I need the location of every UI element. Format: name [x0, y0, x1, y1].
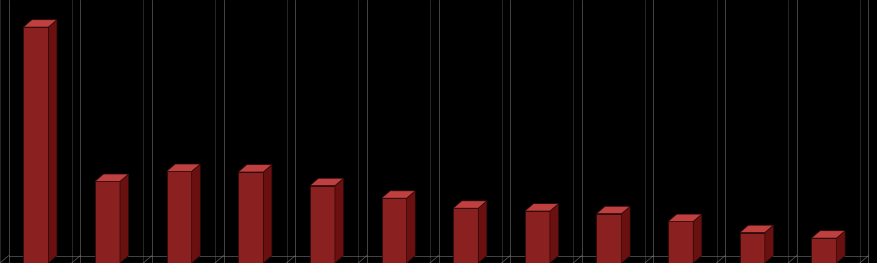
- Polygon shape: [48, 20, 57, 263]
- Polygon shape: [381, 191, 415, 198]
- Bar: [24, 27, 48, 263]
- Bar: [310, 186, 335, 263]
- Polygon shape: [765, 225, 774, 263]
- Bar: [453, 208, 478, 263]
- Polygon shape: [740, 225, 774, 232]
- Polygon shape: [24, 20, 57, 27]
- Polygon shape: [811, 231, 845, 238]
- Bar: [524, 211, 550, 263]
- Polygon shape: [837, 231, 845, 263]
- Polygon shape: [95, 174, 129, 181]
- Polygon shape: [167, 164, 200, 171]
- Polygon shape: [622, 206, 631, 263]
- Polygon shape: [478, 201, 487, 263]
- Polygon shape: [310, 178, 344, 186]
- Bar: [811, 238, 837, 263]
- Polygon shape: [596, 206, 631, 214]
- Polygon shape: [335, 178, 344, 263]
- Polygon shape: [239, 165, 272, 172]
- Polygon shape: [192, 164, 200, 263]
- Polygon shape: [407, 191, 415, 263]
- Bar: [596, 214, 622, 263]
- Bar: [668, 221, 693, 263]
- Bar: [740, 232, 765, 263]
- Polygon shape: [693, 214, 702, 263]
- Polygon shape: [524, 204, 559, 211]
- Polygon shape: [263, 165, 272, 263]
- Polygon shape: [550, 204, 559, 263]
- Bar: [381, 198, 407, 263]
- Polygon shape: [453, 201, 487, 208]
- Bar: [95, 181, 120, 263]
- Polygon shape: [668, 214, 702, 221]
- Bar: [167, 171, 192, 263]
- Bar: [239, 172, 263, 263]
- Polygon shape: [120, 174, 129, 263]
